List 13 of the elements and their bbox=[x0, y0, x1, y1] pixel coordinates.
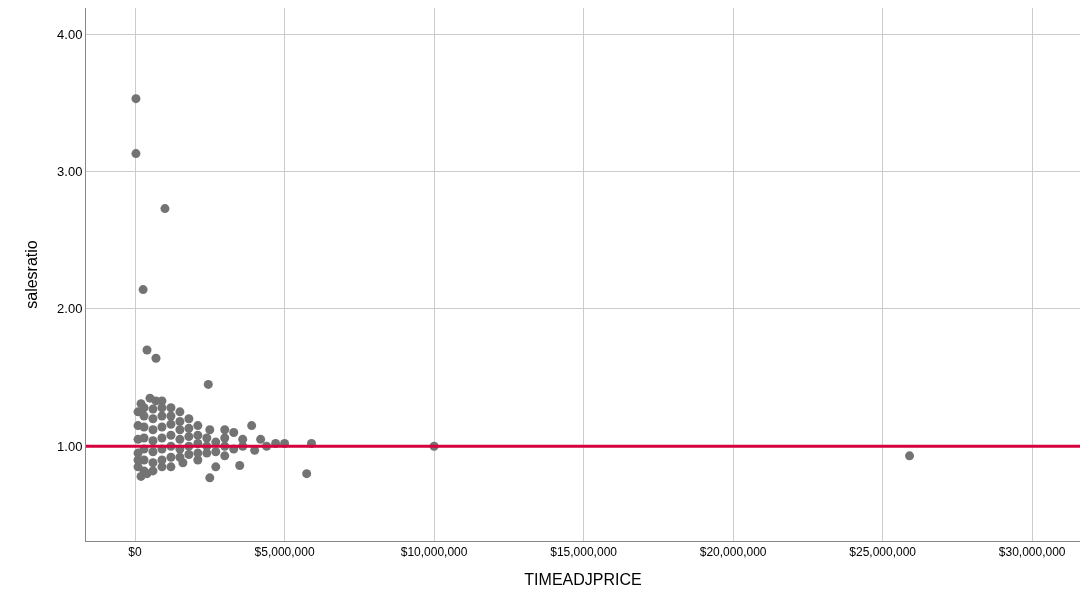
x-tick-label: $25,000,000 bbox=[849, 545, 917, 560]
x-tick-label: $30,000,000 bbox=[998, 545, 1066, 560]
x-tick-label: $15,000,000 bbox=[550, 545, 618, 560]
x-tick-label: $5,000,000 bbox=[254, 545, 315, 560]
x-tick-label: $10,000,000 bbox=[400, 545, 468, 560]
y-tick-label: 2.00 bbox=[57, 301, 83, 317]
x-tick-label: $0 bbox=[128, 545, 143, 560]
y-tick-label: 3.00 bbox=[57, 164, 83, 180]
x-tick-label: $20,000,000 bbox=[699, 545, 767, 560]
y-axis-title: salesratio bbox=[22, 240, 40, 309]
x-axis-title: TIMEADJPRICE bbox=[524, 571, 642, 589]
y-tick-label: 1.00 bbox=[57, 438, 83, 454]
y-tick-label: 4.00 bbox=[57, 26, 83, 42]
